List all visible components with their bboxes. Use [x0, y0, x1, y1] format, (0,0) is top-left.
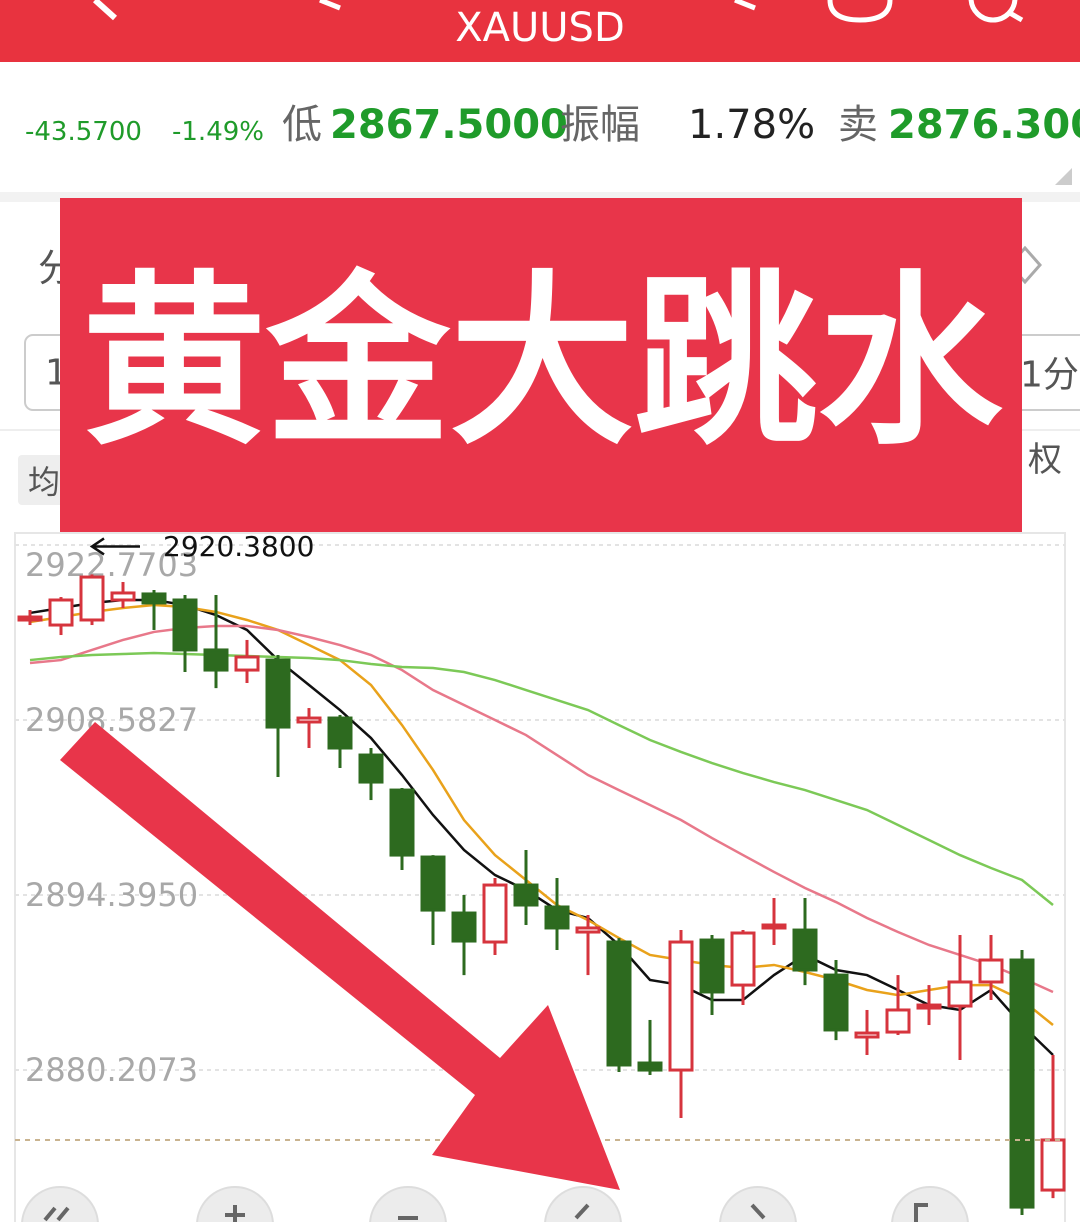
candle-body — [265, 658, 291, 729]
period-right[interactable]: 1分 — [1020, 355, 1079, 396]
watch-icon[interactable] — [827, 0, 893, 23]
candle-body — [513, 883, 539, 907]
banner — [60, 198, 1022, 532]
quote-value: 1.78% — [688, 102, 815, 148]
candle-body — [482, 883, 508, 944]
candle-body — [1009, 958, 1035, 1209]
candle-body — [854, 1031, 880, 1039]
y-tick-label: 2908.5827 — [25, 701, 198, 739]
candle-body — [389, 788, 415, 857]
quote-value: 2867.5000 — [330, 102, 568, 148]
indicator-box[interactable] — [18, 455, 73, 505]
chart-frame — [14, 532, 1066, 1222]
button-icons — [43, 1203, 928, 1222]
plot: 2922.7703 2908.5827 2894.3950 2880.2073 2920… — [15, 530, 1066, 1215]
banner-text: 黄金大跳水 — [82, 254, 1003, 470]
candle-body — [420, 855, 446, 912]
candle-body — [606, 940, 632, 1067]
indicator[interactable]: 均 — [28, 463, 60, 501]
y-tick-label: 2922.7703 — [25, 546, 198, 584]
candle-body — [79, 575, 105, 622]
ma-line — [29, 624, 1054, 994]
candle-body — [668, 940, 694, 1072]
bottom-buttons — [21, 1186, 969, 1222]
down-arrow — [60, 722, 620, 1190]
icon — [225, 1205, 245, 1222]
candle-body — [637, 1061, 663, 1072]
quote-change: -43.5700 — [25, 117, 142, 147]
header-title: XAUUSD — [455, 5, 625, 51]
quote-change-pct: -1.49% — [172, 117, 264, 147]
search-icon[interactable] — [968, 0, 1018, 23]
annotation-arrow — [89, 537, 140, 556]
separator — [0, 192, 1080, 202]
next-icon[interactable] — [734, 0, 756, 11]
expand-corner[interactable] — [1055, 168, 1072, 185]
y-tick-label: 2880.2073 — [25, 1051, 198, 1089]
button-start[interactable] — [21, 1186, 99, 1222]
quote-label: 振幅 — [560, 102, 640, 148]
quote-value: 2876.3000 — [888, 102, 1080, 148]
candle-body — [885, 1008, 911, 1034]
candle-body — [699, 938, 725, 994]
button-zoom-out[interactable] — [369, 1186, 447, 1222]
candle-body — [48, 598, 74, 627]
search-icon-handle — [1006, 9, 1024, 23]
button-right[interactable] — [719, 1186, 797, 1222]
candle-body — [17, 615, 43, 622]
ma-line — [29, 651, 1054, 906]
candle-body — [234, 655, 260, 672]
icon — [914, 1203, 928, 1222]
candle-body — [203, 648, 229, 672]
adjust[interactable]: 权 — [1028, 440, 1062, 480]
candle-body — [327, 716, 353, 750]
candle-body — [451, 911, 477, 943]
candle-body — [141, 592, 167, 605]
candle-body — [358, 753, 384, 784]
candle-body — [947, 980, 973, 1008]
candle-body — [172, 598, 198, 652]
prev-icon[interactable] — [319, 0, 341, 11]
icon — [574, 1203, 590, 1220]
button-fullscreen[interactable] — [891, 1186, 969, 1222]
candle-body — [296, 716, 322, 724]
candle-body — [544, 905, 570, 930]
quote-label: 低 — [282, 102, 322, 148]
back-icon[interactable] — [92, 0, 118, 21]
button-zoom-in[interactable] — [196, 1186, 274, 1222]
quote-label: 卖 — [838, 102, 878, 148]
y-tick-label: 2894.3950 — [25, 876, 198, 914]
candle-body — [1040, 1138, 1066, 1192]
candle-body — [978, 958, 1004, 984]
annotation-label: 2920.3800 — [163, 530, 314, 563]
ma-line — [29, 603, 1054, 1027]
candle-body — [823, 973, 849, 1032]
header-bar — [0, 0, 1080, 62]
candle-body — [575, 926, 601, 934]
candle-body — [730, 931, 756, 987]
candle-body — [916, 1003, 942, 1010]
icon — [750, 1203, 766, 1220]
icon — [43, 1206, 70, 1222]
candle-body — [110, 591, 136, 602]
candle-body — [792, 928, 818, 972]
button-left[interactable] — [544, 1186, 622, 1222]
candle-body — [761, 923, 787, 930]
